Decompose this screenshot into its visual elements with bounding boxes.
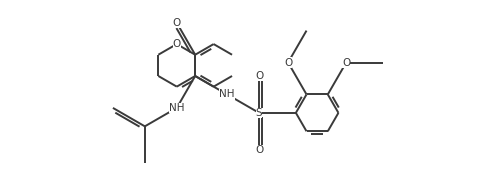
Text: O: O <box>342 57 350 68</box>
Text: O: O <box>173 39 181 49</box>
Text: NH: NH <box>169 103 185 113</box>
Text: O: O <box>173 18 181 28</box>
Text: NH: NH <box>219 89 235 100</box>
Text: O: O <box>255 71 263 81</box>
Text: O: O <box>284 57 292 68</box>
Text: O: O <box>255 145 263 155</box>
Text: S: S <box>256 108 262 118</box>
